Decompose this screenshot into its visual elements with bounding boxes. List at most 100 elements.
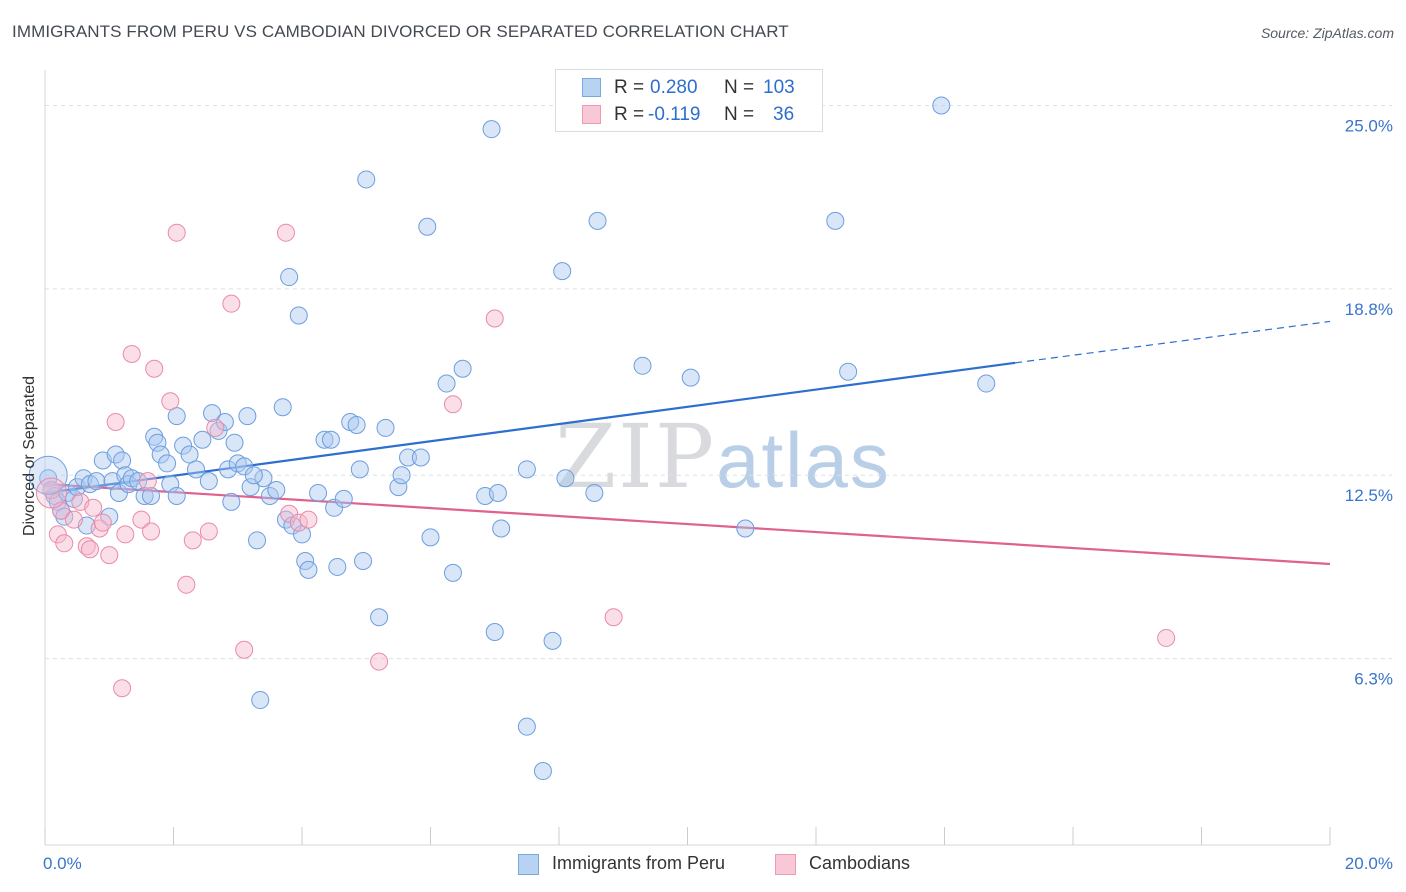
peru-point — [87, 472, 106, 491]
peru-point — [280, 268, 299, 287]
peru-point — [209, 421, 228, 440]
chart-title: IMMIGRANTS FROM PERU VS CAMBODIAN DIVORC… — [12, 22, 789, 41]
x-tick-label: 0.0% — [43, 854, 82, 873]
axis-layer — [44, 70, 1331, 846]
peru-point — [135, 486, 154, 505]
y-tick-label: 18.8% — [1345, 300, 1393, 319]
watermark: ZIPatlas — [555, 405, 891, 508]
cambodian-point — [235, 640, 254, 659]
peru-point — [736, 519, 755, 538]
cambodian-point — [77, 537, 96, 556]
peru-point — [251, 691, 270, 710]
cambodian-point — [100, 546, 119, 565]
peru-point — [977, 374, 996, 393]
peru-point — [392, 466, 411, 485]
cambodian-point — [106, 413, 125, 432]
peru-point — [350, 460, 369, 479]
points-layer — [28, 96, 1176, 781]
peru-point — [411, 448, 430, 467]
peru-point — [443, 563, 462, 582]
peru-point — [376, 418, 395, 437]
peru-point — [193, 430, 212, 449]
y-tick-label: 12.5% — [1345, 486, 1393, 505]
cambodian-point — [199, 522, 218, 541]
peru-point — [113, 451, 132, 470]
peru-point — [482, 120, 501, 139]
peru-point — [826, 211, 845, 230]
y-tick-label: 6.3% — [1354, 670, 1393, 689]
peru-point — [334, 489, 353, 508]
peru-point — [418, 217, 437, 236]
peru-point — [633, 356, 652, 375]
cambodian-point — [116, 525, 135, 544]
cambodian-point — [138, 472, 157, 491]
peru-point — [151, 445, 170, 464]
peru-point — [588, 211, 607, 230]
peru-point — [347, 415, 366, 434]
cambodian-trendline — [44, 483, 1331, 566]
cambodian-point — [443, 395, 462, 414]
cambodian-point — [167, 223, 186, 242]
peru-point — [533, 762, 552, 781]
correlation-legend: R = 0.280 N = 103 R = -0.119 N = 36 — [555, 69, 823, 132]
peru-point — [158, 454, 177, 473]
cambodian-point — [604, 608, 623, 627]
cambodian-point — [276, 223, 295, 242]
peru-point — [543, 631, 562, 650]
bottom-legend-label-peru: Immigrants from Peru — [552, 853, 726, 873]
cambodian-point — [145, 359, 164, 378]
legend-r-label: R = — [614, 77, 645, 98]
peru-point — [267, 481, 286, 500]
cambodian-point — [84, 498, 103, 517]
peru-trendline-extension — [1015, 320, 1331, 364]
bottom-legend-swatch-peru — [518, 854, 539, 875]
cambodian-point — [122, 344, 141, 363]
trend-layer — [44, 320, 1331, 566]
peru-point — [932, 96, 951, 115]
peru-point — [161, 475, 180, 494]
peru-point — [421, 528, 440, 547]
peru-point — [453, 359, 472, 378]
watermark-atlas: atlas — [716, 416, 891, 504]
cambodian-point — [90, 519, 109, 538]
cambodian-point — [1157, 628, 1176, 647]
cambodian-point — [113, 679, 132, 698]
cambodian-point — [161, 392, 180, 411]
peru-point — [681, 368, 700, 387]
peru-point — [357, 170, 376, 189]
legend-swatch-cambodian — [582, 105, 601, 124]
legend-n-value: 36 — [773, 104, 795, 125]
peru-point — [399, 448, 418, 467]
peru-point — [174, 436, 193, 455]
y-axis-title: Divorced or Separated — [21, 376, 38, 536]
peru-point — [215, 413, 234, 432]
peru-point — [299, 560, 318, 579]
cambodian-point — [485, 309, 504, 328]
peru-point — [248, 531, 267, 550]
cambodian-point — [48, 525, 67, 544]
legend-r-value: 0.280 — [650, 77, 698, 98]
cambodian-point — [370, 652, 389, 671]
peru-point — [437, 374, 456, 393]
peru-point — [244, 466, 263, 485]
peru-point — [238, 407, 257, 426]
peru-point — [148, 433, 167, 452]
peru-point — [370, 608, 389, 627]
cambodian-point — [132, 510, 151, 529]
peru-point — [585, 483, 604, 502]
peru-point — [485, 623, 504, 642]
watermark-zip: ZIP — [555, 405, 717, 508]
peru-point — [186, 460, 205, 479]
peru-point — [556, 469, 575, 488]
peru-point — [517, 460, 536, 479]
bottom-legend-swatch-cambodian — [775, 854, 796, 875]
cambodian-point — [93, 513, 112, 532]
bottom-legend-cambodian: Cambodians — [775, 852, 935, 876]
legend-row-cambodian: R = -0.119 N = 36 — [556, 102, 822, 128]
cambodian-point — [64, 510, 83, 529]
peru-point — [354, 552, 373, 571]
cambodian-point — [142, 522, 161, 541]
peru-point — [142, 486, 161, 505]
peru-point — [199, 472, 218, 491]
